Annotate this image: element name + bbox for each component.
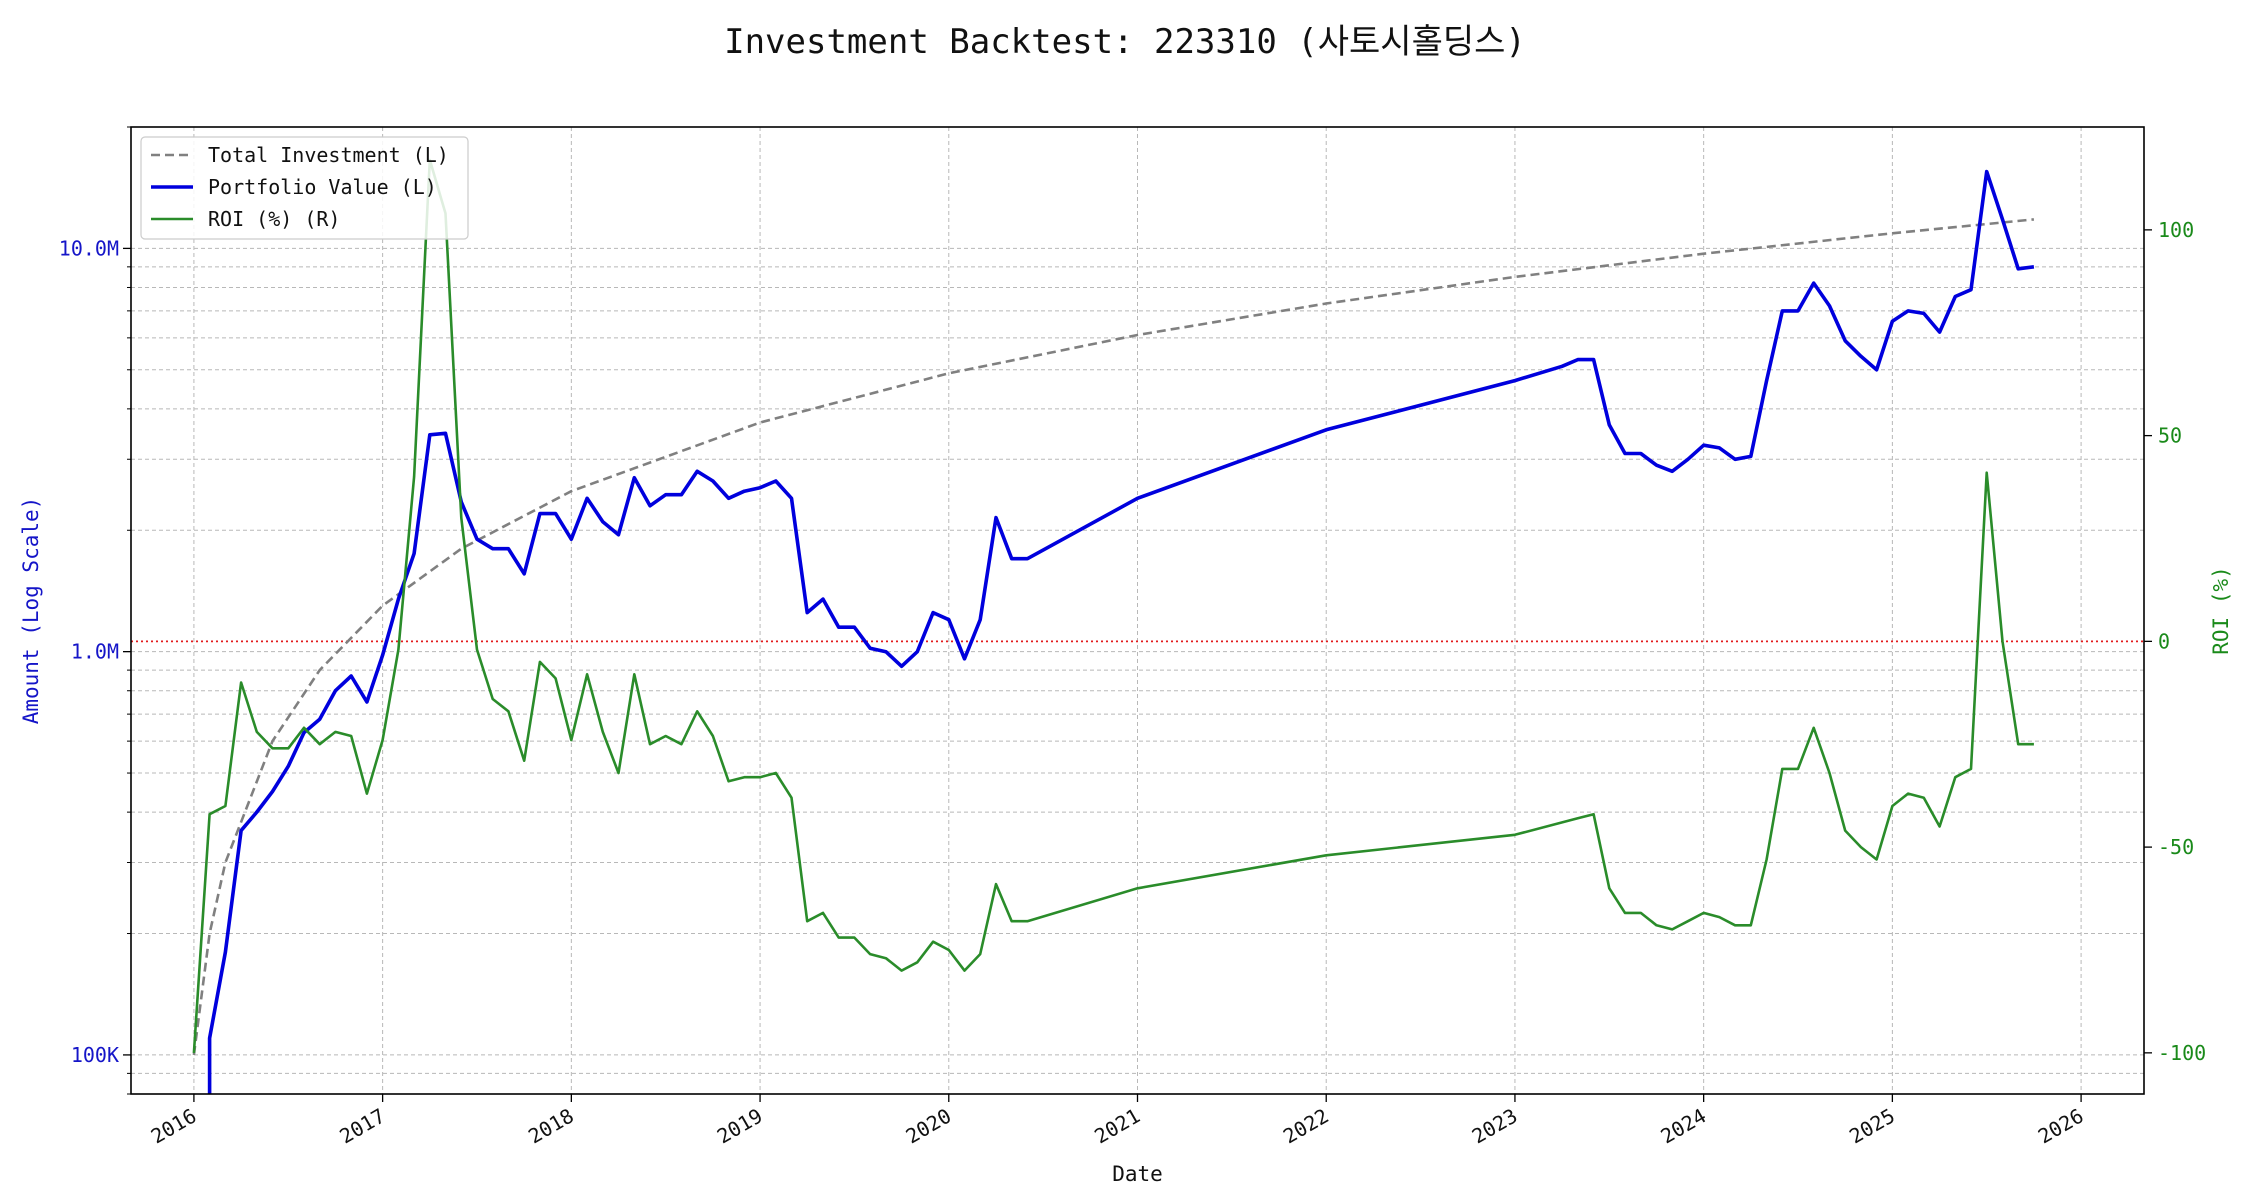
legend: Total Investment (L) Portfolio Value (L)…	[140, 136, 469, 240]
right-axis-ticks: -100 -50 0 50 100	[2144, 218, 2206, 1065]
x-axis-ticks: 2016 2017 2018 2019 2020 2021 2022 2023 2024 2025…	[147, 1094, 2088, 1148]
x-tick-label: 2020	[902, 1104, 956, 1149]
x-tick-label: 2017	[335, 1104, 389, 1149]
legend-label-portfolio-value: Portfolio Value (L)	[208, 175, 437, 199]
x-axis-label: Date	[1112, 1162, 1163, 1186]
x-tick-label: 2025	[1845, 1104, 1899, 1149]
right-tick-label: 0	[2158, 629, 2170, 653]
right-tick-label: -50	[2158, 835, 2194, 859]
left-axis-ticks: 100K 1.0M 10.0M	[59, 126, 131, 1095]
right-tick-label: -100	[2158, 1041, 2206, 1065]
roi-line	[192, 158, 2034, 1053]
right-axis-label: ROI (%)	[2209, 566, 2233, 655]
x-tick-label: 2022	[1279, 1104, 1333, 1149]
grid-lines	[131, 126, 2144, 1095]
x-tick-label: 2016	[147, 1104, 201, 1149]
legend-label-total-investment: Total Investment (L)	[208, 143, 449, 167]
series-lines	[192, 158, 2035, 1094]
legend-box	[140, 136, 469, 240]
x-tick-label: 2021	[1090, 1104, 1144, 1149]
left-axis-label: Amount (Log Scale)	[19, 497, 43, 725]
x-tick-label: 2023	[1468, 1104, 1522, 1149]
left-tick-label: 1.0M	[71, 640, 119, 664]
left-tick-label: 10.0M	[59, 236, 119, 260]
left-tick-label: 100K	[71, 1043, 119, 1067]
legend-label-roi: ROI (%) (R)	[208, 207, 340, 231]
x-tick-label: 2019	[713, 1104, 767, 1149]
x-tick-label: 2018	[524, 1104, 578, 1149]
right-tick-label: 100	[2158, 218, 2194, 242]
right-tick-label: 50	[2158, 424, 2182, 448]
chart-title: Investment Backtest: 223310 (사토시홀딩스)	[724, 22, 1526, 62]
x-tick-label: 2026	[2034, 1104, 2088, 1149]
portfolio-value-line	[207, 169, 2035, 1094]
x-tick-label: 2024	[1656, 1104, 1710, 1149]
total-investment-line	[192, 218, 2035, 1056]
